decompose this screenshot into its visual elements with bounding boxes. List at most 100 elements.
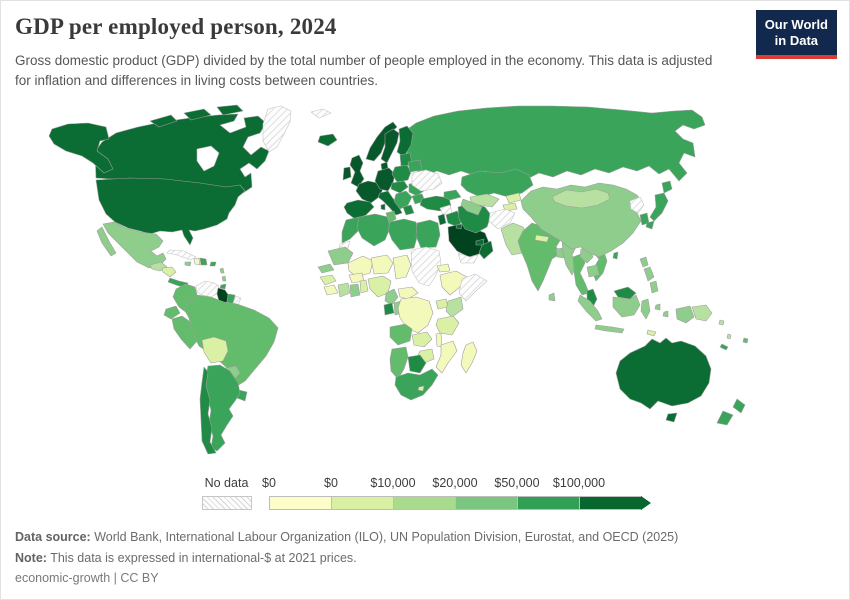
region-svalbard[interactable]: Svalbard <box>310 108 332 119</box>
region-new-caledonia[interactable]: New Caledonia <box>719 343 729 351</box>
region-kazakhstan[interactable]: Kazakhstan <box>460 168 534 198</box>
region-italy[interactable]: Italy <box>377 190 403 216</box>
region-kyrgyzstan[interactable]: Kyrgyzstan <box>505 192 522 204</box>
region-puerto-rico[interactable]: Puerto Rico <box>209 261 217 267</box>
region-lesotho[interactable]: Lesotho <box>417 385 425 392</box>
region-borneo-my[interactable]: Malaysia (Borneo) <box>613 286 637 300</box>
region-alaska[interactable]: United States (Alaska) <box>48 122 114 174</box>
region-cambodia[interactable]: Cambodia <box>586 264 600 278</box>
region-jamaica[interactable]: Jamaica <box>184 261 192 267</box>
region-finland[interactable]: Finland <box>396 125 414 158</box>
region-namibia[interactable]: Namibia <box>389 346 409 380</box>
region-sweden[interactable]: Sweden <box>380 128 400 164</box>
region-borneo-id[interactable]: Indonesia (Kalimantan) <box>612 294 641 318</box>
region-cameroon[interactable]: Cameroon <box>384 288 399 306</box>
region-czechia[interactable]: Czechia, Slovakia & Hungary <box>390 180 409 194</box>
legend-band-4[interactable] <box>517 496 580 510</box>
region-arctic-1[interactable]: Canada (Arctic Islands) <box>149 114 178 128</box>
region-dom-rep[interactable]: Dominican Republic <box>199 257 208 266</box>
region-sudan[interactable]: Sudan & South Sudan <box>410 246 442 287</box>
region-greenland[interactable]: Greenland <box>262 105 292 153</box>
owid-logo[interactable]: Our World in Data <box>755 10 837 59</box>
region-japan-honshu[interactable]: Japan <box>649 192 669 222</box>
region-vanuatu[interactable]: Vanuatu <box>726 333 732 340</box>
region-botswana[interactable]: Botswana <box>407 354 427 374</box>
legend-band-0[interactable] <box>269 496 332 510</box>
region-greece[interactable]: Greece <box>402 204 415 216</box>
region-mexico[interactable]: Mexico <box>102 221 167 269</box>
region-nz-north[interactable]: New Zealand (North Island) <box>732 398 746 414</box>
region-balkans[interactable]: Western Balkans <box>393 190 413 210</box>
region-n-korea[interactable]: North Korea <box>629 196 645 214</box>
region-somalia[interactable]: Somalia <box>458 273 488 302</box>
region-algeria[interactable]: Algeria <box>356 213 391 247</box>
region-japan-hokkaido[interactable]: Japan (Hokkaido) <box>661 180 673 194</box>
region-yemen[interactable]: Yemen <box>457 252 479 264</box>
region-arctic-2[interactable]: Canada (Arctic Islands) <box>183 108 212 121</box>
region-nepal[interactable]: Nepal <box>534 234 550 243</box>
region-mozambique[interactable]: Mozambique <box>435 340 458 374</box>
region-drc[interactable]: Democratic Republic of Congo <box>397 296 434 334</box>
region-sardinia[interactable]: Italy (Sardinia) <box>380 203 386 211</box>
legend-band-2[interactable] <box>393 496 456 510</box>
region-caucasus[interactable]: Georgia & Azerbaijan <box>443 189 462 201</box>
region-ecuador[interactable]: Ecuador <box>163 305 181 320</box>
region-hond-nic[interactable]: Honduras & Nicaragua <box>161 266 177 278</box>
region-kenya[interactable]: Kenya <box>445 296 464 318</box>
region-png[interactable]: Papua New Guinea <box>691 304 713 322</box>
region-niger[interactable]: Niger <box>370 254 394 275</box>
region-sri-lanka[interactable]: Sri Lanka <box>548 292 556 302</box>
region-israel-jordan[interactable]: Israel & Jordan <box>437 213 447 226</box>
region-ghana[interactable]: Ghana <box>349 283 361 298</box>
region-ivory-coast[interactable]: Cote d'Ivoire <box>337 282 351 298</box>
region-poland[interactable]: Poland <box>391 164 412 183</box>
region-molucca-2[interactable]: Indonesia (Maluku) <box>662 310 669 318</box>
region-timor[interactable]: Timor-Leste <box>646 329 657 337</box>
region-west-papua[interactable]: Indonesia (Papua) <box>675 305 695 324</box>
legend-band-3[interactable] <box>455 496 518 510</box>
region-libya[interactable]: Libya <box>387 218 419 251</box>
region-guinea[interactable]: Guinea <box>319 274 337 286</box>
region-uganda[interactable]: Uganda <box>435 298 449 310</box>
region-malaysia-pen[interactable]: Malaysia <box>586 288 598 308</box>
legend-band-5[interactable] <box>579 496 642 510</box>
region-brazil[interactable]: Brazil <box>183 294 279 387</box>
region-iceland[interactable]: Iceland <box>317 133 338 147</box>
region-phil-2[interactable]: Philippines <box>643 266 655 282</box>
region-ireland[interactable]: Ireland <box>342 166 352 181</box>
region-usa[interactable]: United States <box>95 177 246 246</box>
region-belarus[interactable]: Belarus <box>407 159 423 173</box>
region-solomon[interactable]: Solomon Islands <box>718 319 725 326</box>
region-turkmenistan[interactable]: Turkmenistan <box>460 198 483 216</box>
region-tanzania[interactable]: Tanzania <box>435 315 460 336</box>
region-argentina[interactable]: Argentina <box>204 364 241 452</box>
region-angola[interactable]: Angola <box>389 323 413 346</box>
region-bolivia[interactable]: Bolivia <box>201 336 229 364</box>
region-phil-1[interactable]: Philippines <box>639 256 649 268</box>
region-benin[interactable]: Togo & Benin <box>359 279 369 294</box>
region-antilles-1[interactable]: Lesser Antilles <box>219 267 225 274</box>
region-iberia[interactable]: Spain & Portugal <box>343 199 375 220</box>
region-nz-south[interactable]: New Zealand (South Island) <box>716 410 734 426</box>
region-oman[interactable]: Oman <box>478 240 494 260</box>
region-cuba[interactable]: Cuba <box>166 249 197 261</box>
region-uk[interactable]: United Kingdom <box>349 154 365 188</box>
region-trinidad[interactable]: Trinidad and Tobago <box>219 283 227 290</box>
region-antilles-2[interactable]: Lesser Antilles <box>221 275 227 282</box>
region-senegal[interactable]: Senegal <box>317 263 335 274</box>
region-chad[interactable]: Chad <box>392 254 412 280</box>
region-zambia[interactable]: Zambia <box>411 331 433 348</box>
region-taiwan[interactable]: Taiwan <box>612 251 619 260</box>
region-venezuela[interactable]: Venezuela <box>195 280 220 298</box>
region-baja[interactable]: Mexico (Baja California) <box>96 226 117 257</box>
region-tunisia[interactable]: Tunisia <box>385 210 397 224</box>
region-gabon[interactable]: Gabon <box>383 302 395 316</box>
region-sulawesi[interactable]: Indonesia (Sulawesi) <box>640 298 651 320</box>
region-mali[interactable]: Mali <box>347 255 374 278</box>
region-egypt[interactable]: Egypt <box>415 219 441 249</box>
license-line[interactable]: economic-growth | CC BY <box>15 571 159 585</box>
region-java[interactable]: Indonesia (Java) <box>594 324 625 334</box>
region-haiti[interactable]: Haiti <box>193 257 201 266</box>
region-phil-3[interactable]: Philippines <box>649 280 659 294</box>
